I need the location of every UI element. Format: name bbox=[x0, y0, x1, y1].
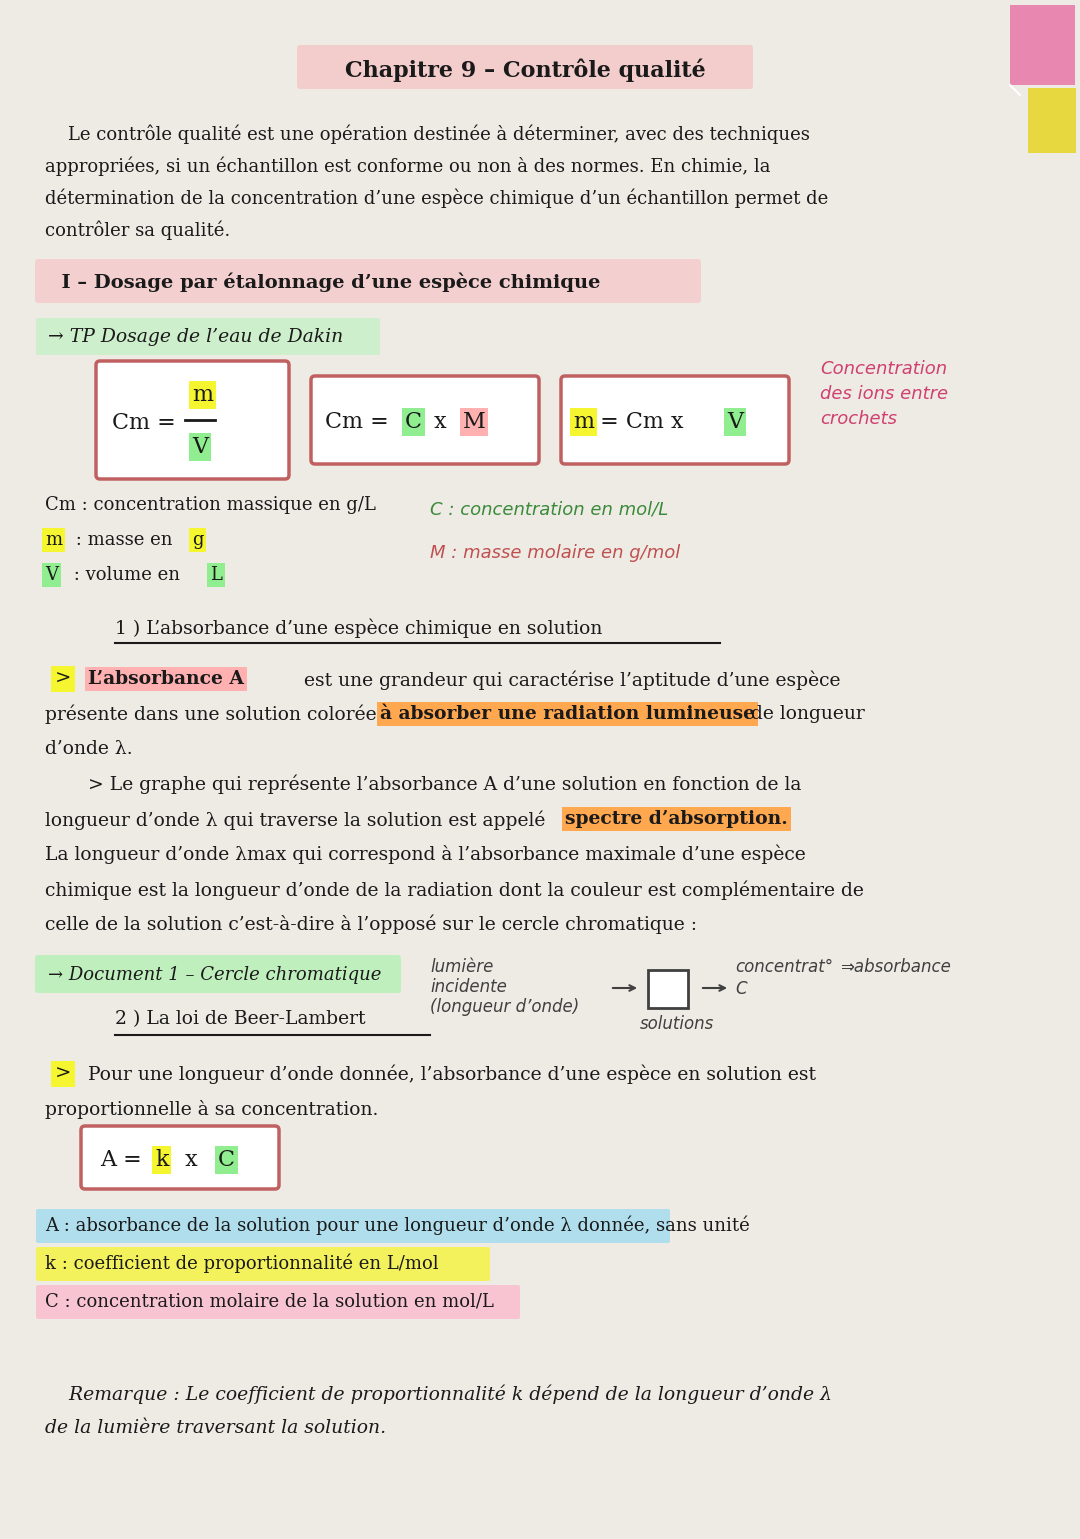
Text: C: C bbox=[735, 980, 746, 997]
Text: solutions: solutions bbox=[640, 1016, 714, 1033]
FancyBboxPatch shape bbox=[311, 376, 539, 463]
Text: Cm =: Cm = bbox=[325, 411, 396, 432]
Text: 2 ) La loi de Beer-Lambert: 2 ) La loi de Beer-Lambert bbox=[114, 1010, 365, 1028]
Text: k : coefficient de proportionnalité en L/mol: k : coefficient de proportionnalité en L… bbox=[45, 1253, 438, 1273]
Text: des ions entre: des ions entre bbox=[820, 385, 948, 403]
Text: de longueur: de longueur bbox=[745, 705, 865, 723]
Text: A =: A = bbox=[100, 1150, 149, 1171]
Text: d’onde λ.: d’onde λ. bbox=[45, 740, 133, 759]
Text: V: V bbox=[192, 436, 208, 459]
Text: C: C bbox=[218, 1150, 235, 1171]
Text: longueur d’onde λ qui traverse la solution est appelé: longueur d’onde λ qui traverse la soluti… bbox=[45, 810, 552, 830]
Text: appropriées, si un échantillon est conforme ou non à des normes. En chimie, la: appropriées, si un échantillon est confo… bbox=[45, 157, 770, 177]
Text: C : concentration en mol/L: C : concentration en mol/L bbox=[430, 502, 669, 519]
Text: x: x bbox=[178, 1150, 205, 1171]
Text: Pour une longueur d’onde donnée, l’absorbance d’une espèce en solution est: Pour une longueur d’onde donnée, l’absor… bbox=[87, 1065, 816, 1085]
Text: est une grandeur qui caractérise l’aptitude d’une espèce: est une grandeur qui caractérise l’aptit… bbox=[298, 669, 840, 689]
Text: Chapitre 9 – Contrôle qualité: Chapitre 9 – Contrôle qualité bbox=[345, 58, 705, 82]
Text: C : concentration molaire de la solution en mol/L: C : concentration molaire de la solution… bbox=[45, 1293, 494, 1310]
Text: concentrat°: concentrat° bbox=[735, 957, 833, 976]
Text: k: k bbox=[156, 1150, 168, 1171]
Text: M : masse molaire en g/mol: M : masse molaire en g/mol bbox=[430, 543, 680, 562]
Text: crochets: crochets bbox=[820, 409, 897, 428]
Text: : masse en: : masse en bbox=[70, 531, 178, 549]
Text: ⇒absorbance: ⇒absorbance bbox=[840, 957, 950, 976]
Text: Remarque : Le coefficient de proportionnalité k dépend de la longueur d’onde λ: Remarque : Le coefficient de proportionn… bbox=[45, 1385, 832, 1405]
Text: Cm =: Cm = bbox=[112, 412, 183, 434]
Text: A : absorbance de la solution pour une longueur d’onde λ donnée, sans unité: A : absorbance de la solution pour une l… bbox=[45, 1216, 750, 1234]
FancyBboxPatch shape bbox=[36, 1210, 670, 1244]
Text: Le contrôle qualité est une opération destinée à déterminer, avec des techniques: Le contrôle qualité est une opération de… bbox=[45, 125, 810, 145]
Text: V: V bbox=[727, 411, 743, 432]
Bar bbox=[648, 970, 688, 1008]
Text: m: m bbox=[573, 411, 594, 432]
Text: incidente: incidente bbox=[430, 977, 507, 996]
Text: M: M bbox=[463, 411, 486, 432]
Text: : volume en: : volume en bbox=[68, 566, 186, 583]
Text: de la lumière traversant la solution.: de la lumière traversant la solution. bbox=[45, 1419, 387, 1437]
Text: contrôler sa qualité.: contrôler sa qualité. bbox=[45, 222, 230, 240]
Text: Cm : concentration massique en g/L: Cm : concentration massique en g/L bbox=[45, 496, 376, 514]
Text: x: x bbox=[427, 411, 454, 432]
FancyBboxPatch shape bbox=[1010, 5, 1075, 85]
Text: La longueur d’onde λmax qui correspond à l’absorbance maximale d’une espèce: La longueur d’onde λmax qui correspond à… bbox=[45, 845, 806, 865]
Text: I – Dosage par étalonnage d’une espèce chimique: I – Dosage par étalonnage d’une espèce c… bbox=[48, 272, 600, 292]
FancyBboxPatch shape bbox=[35, 259, 701, 303]
Text: Concentration: Concentration bbox=[820, 360, 947, 379]
Text: > Le graphe qui représente l’absorbance A d’une solution en fonction de la: > Le graphe qui représente l’absorbance … bbox=[87, 776, 801, 794]
FancyBboxPatch shape bbox=[297, 45, 753, 89]
Text: >: > bbox=[55, 669, 71, 688]
Text: spectre d’absorption.: spectre d’absorption. bbox=[565, 810, 787, 828]
Text: m: m bbox=[192, 385, 213, 406]
Text: celle de la solution c’est-à-dire à l’opposé sur le cercle chromatique :: celle de la solution c’est-à-dire à l’op… bbox=[45, 916, 697, 934]
Text: >: > bbox=[55, 1065, 71, 1083]
Text: m: m bbox=[45, 531, 63, 549]
Text: → Document 1 – Cercle chromatique: → Document 1 – Cercle chromatique bbox=[48, 966, 381, 983]
Text: proportionnelle à sa concentration.: proportionnelle à sa concentration. bbox=[45, 1100, 378, 1119]
Text: détermination de la concentration d’une espèce chimique d’un échantillon permet : détermination de la concentration d’une … bbox=[45, 189, 828, 208]
Text: lumière: lumière bbox=[430, 957, 494, 976]
FancyBboxPatch shape bbox=[561, 376, 789, 463]
Text: → TP Dosage de l’eau de Dakin: → TP Dosage de l’eau de Dakin bbox=[48, 328, 343, 346]
FancyBboxPatch shape bbox=[96, 362, 289, 479]
FancyBboxPatch shape bbox=[36, 1247, 490, 1280]
Text: à absorber une radiation lumineuse: à absorber une radiation lumineuse bbox=[380, 705, 755, 723]
Text: chimique est la longueur d’onde de la radiation dont la couleur est complémentai: chimique est la longueur d’onde de la ra… bbox=[45, 880, 864, 899]
Text: C: C bbox=[405, 411, 422, 432]
Text: = Cm x: = Cm x bbox=[593, 411, 690, 432]
Text: présente dans une solution colorée: présente dans une solution colorée bbox=[45, 705, 382, 725]
FancyBboxPatch shape bbox=[1028, 88, 1076, 152]
FancyBboxPatch shape bbox=[36, 1285, 519, 1319]
FancyBboxPatch shape bbox=[35, 956, 401, 993]
Text: (longueur d’onde): (longueur d’onde) bbox=[430, 997, 579, 1016]
Text: g: g bbox=[192, 531, 203, 549]
Text: 1 ) L’absorbance d’une espèce chimique en solution: 1 ) L’absorbance d’une espèce chimique e… bbox=[114, 619, 603, 637]
FancyBboxPatch shape bbox=[36, 319, 380, 356]
Text: V: V bbox=[45, 566, 58, 583]
Text: L’absorbance A: L’absorbance A bbox=[87, 669, 244, 688]
Text: L: L bbox=[210, 566, 221, 583]
FancyBboxPatch shape bbox=[81, 1127, 279, 1190]
